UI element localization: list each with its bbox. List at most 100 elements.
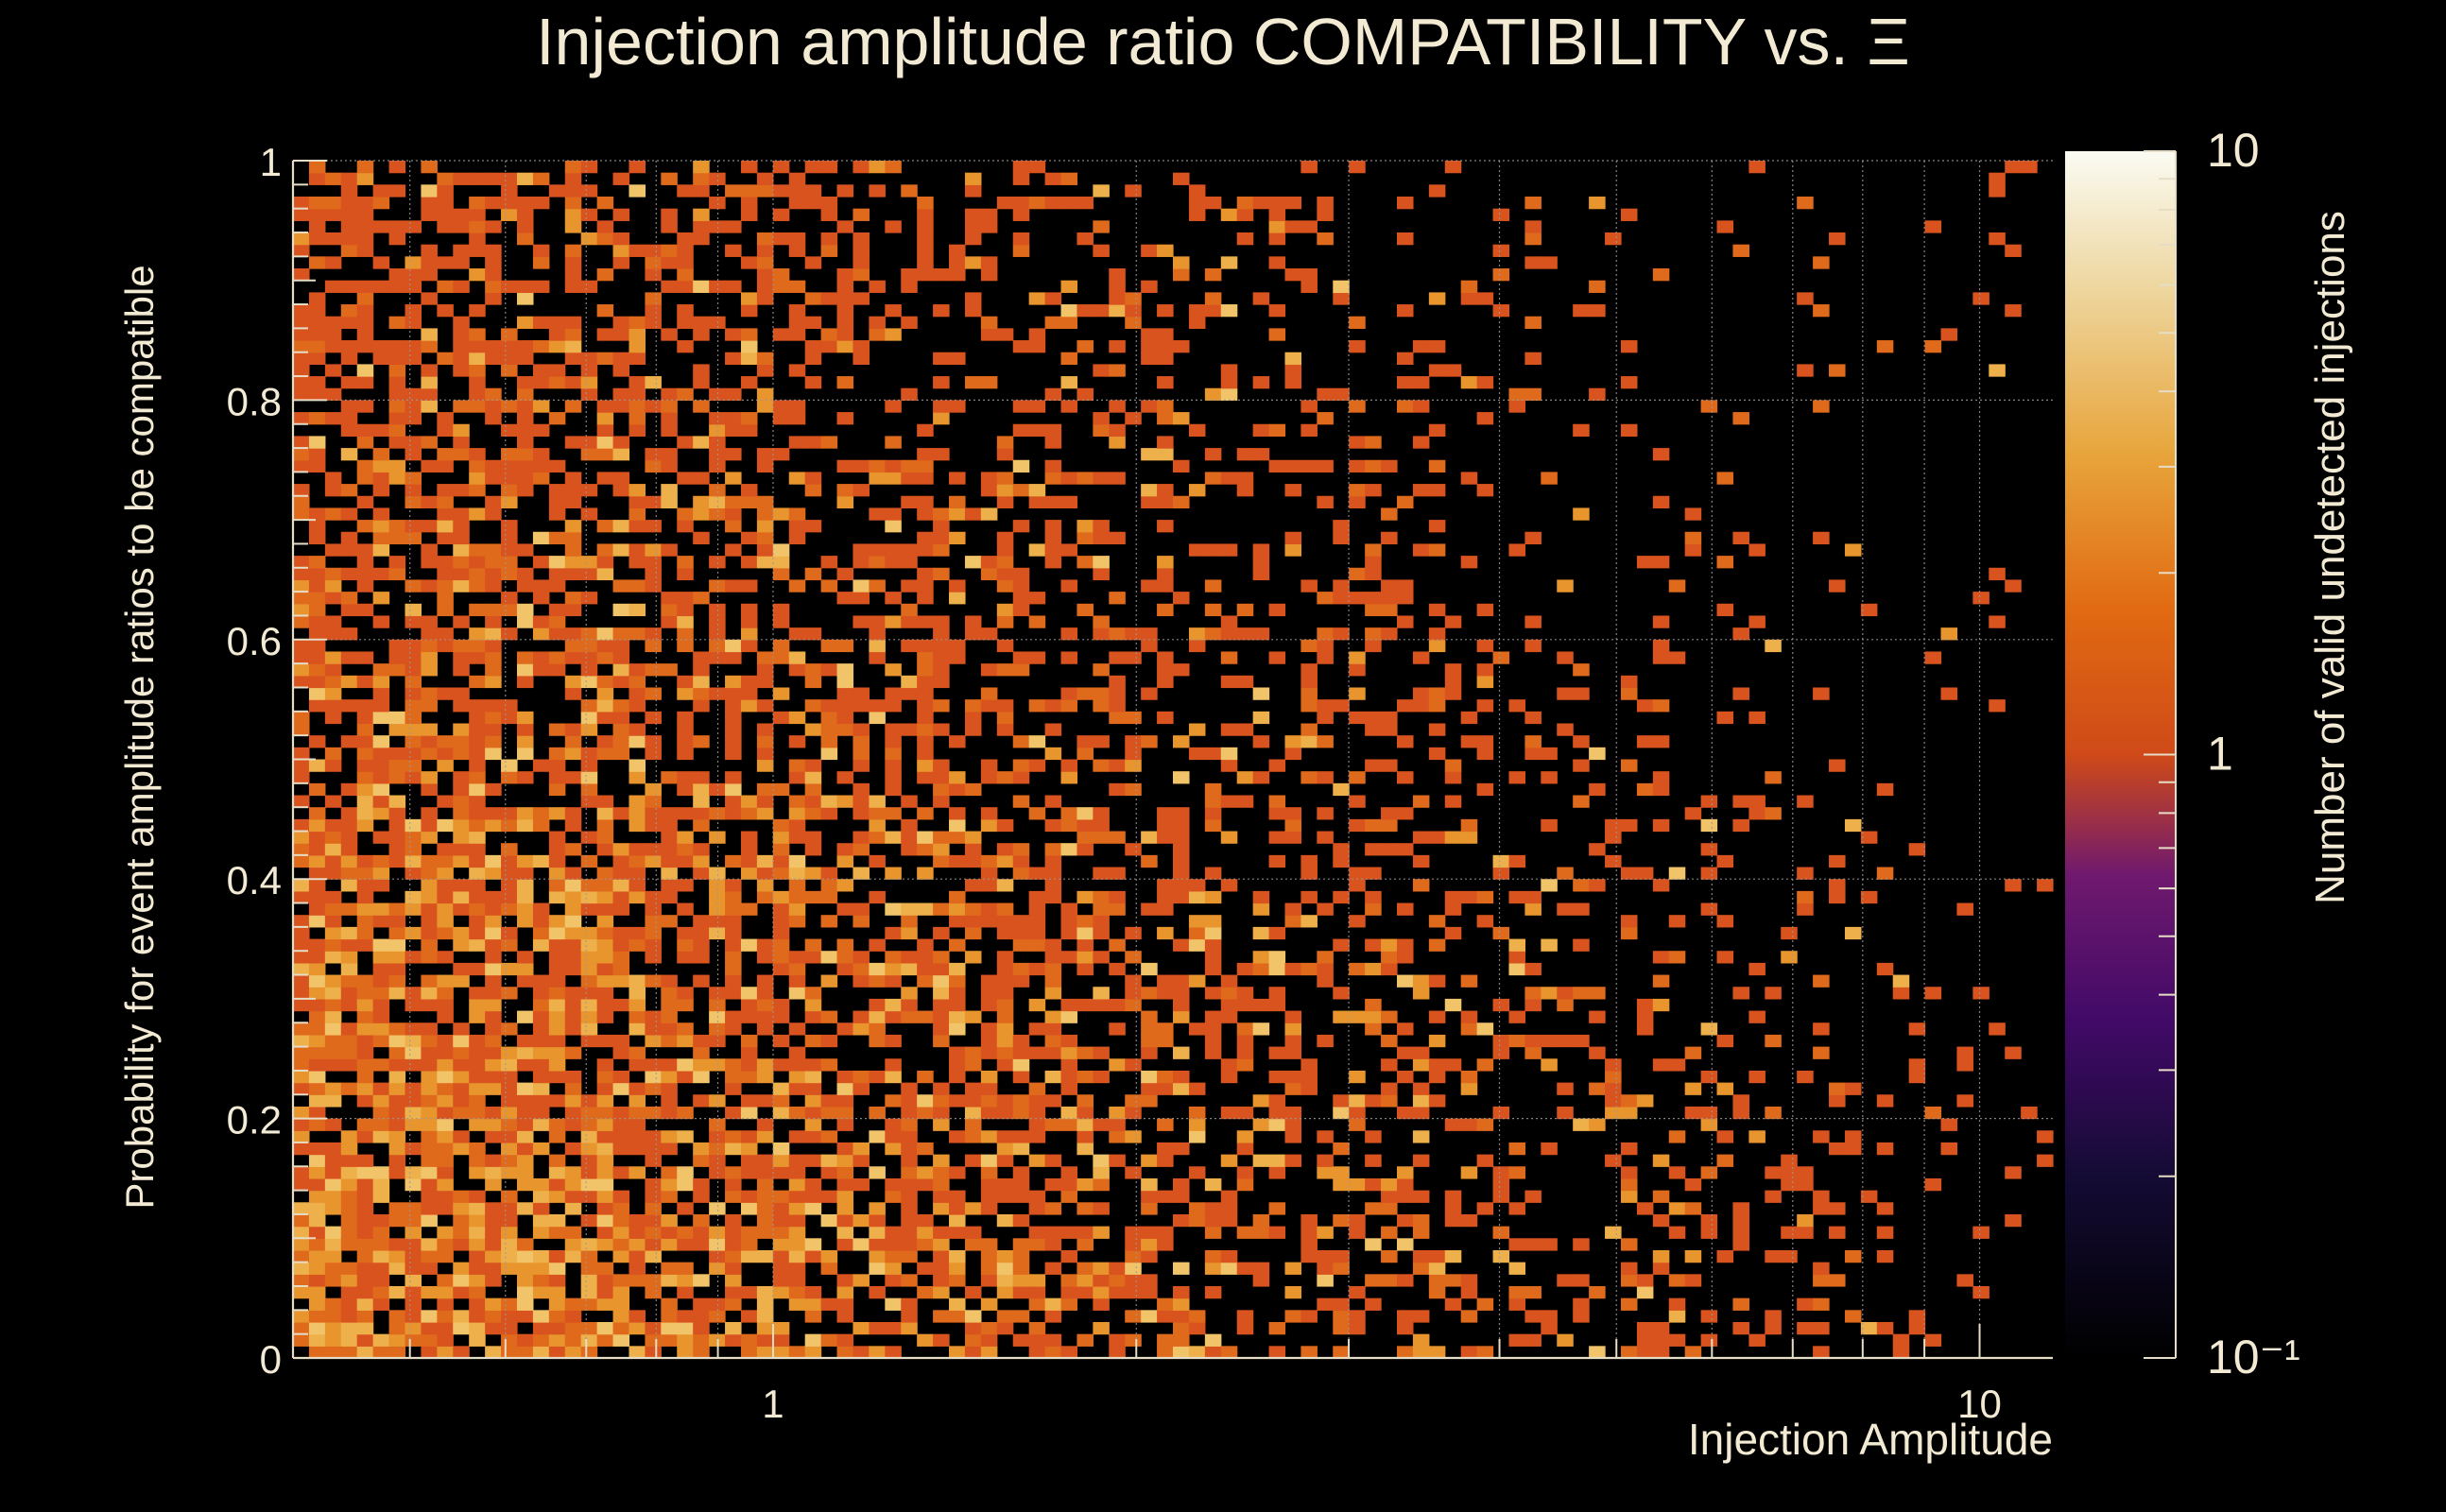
- heatmap-cell: [885, 867, 902, 880]
- heatmap-cell: [1860, 1190, 1878, 1203]
- heatmap-cell: [1349, 1310, 1366, 1323]
- heatmap-cell: [485, 998, 502, 1012]
- heatmap-cell: [1460, 831, 1478, 844]
- heatmap-cell: [485, 507, 502, 521]
- heatmap-cell: [1141, 687, 1158, 700]
- heatmap-cell: [1476, 699, 1494, 713]
- heatmap-cell: [1141, 1177, 1158, 1192]
- heatmap-cell: [340, 1154, 358, 1167]
- heatmap-cell: [901, 556, 918, 569]
- heatmap-cell: [949, 639, 966, 653]
- heatmap-cell: [1044, 1070, 1062, 1084]
- heatmap-cell: [308, 1142, 326, 1156]
- heatmap-cell: [564, 771, 582, 784]
- heatmap-cell: [1876, 867, 1894, 880]
- heatmap-cell: [1732, 1213, 1749, 1228]
- heatmap-cell: [964, 1130, 982, 1143]
- heatmap-cell: [1668, 951, 1686, 964]
- heatmap-cell: [548, 603, 566, 617]
- heatmap-cell: [564, 1238, 582, 1251]
- heatmap-cell: [853, 1010, 870, 1023]
- heatmap-cell: [1396, 771, 1414, 784]
- heatmap-cell: [516, 220, 534, 233]
- heatmap-cell: [324, 938, 342, 952]
- heatmap-cell: [788, 184, 806, 198]
- heatmap-cell: [1589, 782, 1606, 797]
- heatmap-cell: [516, 675, 534, 689]
- heatmap-cell: [1220, 1058, 1238, 1072]
- heatmap-cell: [548, 1034, 566, 1048]
- heatmap-cell: [740, 352, 758, 365]
- heatmap-cell: [725, 962, 742, 976]
- heatmap-cell: [804, 376, 822, 389]
- heatmap-cell: [1797, 1177, 1814, 1192]
- heatmap-cell: [1508, 699, 1525, 713]
- heatmap-cell: [1012, 962, 1030, 976]
- heatmap-cell: [788, 890, 806, 904]
- heatmap-cell: [1381, 938, 1398, 952]
- heatmap-cell: [756, 172, 774, 185]
- heatmap-cell: [1524, 220, 1542, 233]
- heatmap-cell: [516, 1130, 534, 1143]
- heatmap-cell: [421, 1202, 438, 1215]
- heatmap-cell: [516, 1106, 534, 1120]
- heatmap-cell: [1781, 1166, 1798, 1179]
- heatmap-cell: [885, 400, 902, 413]
- heatmap-cell: [885, 759, 902, 772]
- heatmap-cell: [1109, 1058, 1126, 1072]
- heatmap-cell: [756, 256, 774, 269]
- heatmap-cell: [1573, 1238, 1590, 1251]
- heatmap-cell: [996, 723, 1014, 736]
- heatmap-cell: [324, 1022, 342, 1036]
- heatmap-cell: [1268, 1046, 1286, 1059]
- heatmap-cell: [421, 831, 438, 844]
- heatmap-cell: [1012, 1238, 1030, 1251]
- heatmap-cell: [372, 507, 390, 521]
- heatmap-cell: [1444, 771, 1462, 784]
- heatmap-cell: [1716, 854, 1734, 868]
- heatmap-cell: [1077, 843, 1094, 856]
- heatmap-cell: [1349, 818, 1366, 833]
- heatmap-cell: [853, 974, 870, 988]
- heatmap-cell: [820, 1058, 838, 1072]
- heatmap-cell: [437, 1297, 454, 1311]
- heatmap-cell: [1125, 711, 1142, 725]
- heatmap-cell: [1349, 1094, 1366, 1108]
- heatmap-cell: [388, 1262, 406, 1275]
- heatmap-cell: [804, 340, 822, 353]
- heatmap-cell: [293, 723, 310, 736]
- heatmap-cell: [1573, 1297, 1590, 1311]
- heatmap-cell: [405, 520, 422, 533]
- heatmap-cell: [293, 1118, 310, 1131]
- heatmap-cell: [949, 1213, 966, 1228]
- heatmap-cell: [293, 987, 310, 1000]
- heatmap-cell: [324, 1010, 342, 1023]
- heatmap-cell: [372, 782, 390, 797]
- heatmap-cell: [564, 723, 582, 736]
- heatmap-cell: [853, 208, 870, 221]
- heatmap-cell: [421, 639, 438, 653]
- heatmap-cell: [645, 567, 662, 581]
- heatmap-cell: [964, 615, 982, 628]
- heatmap-cell: [709, 1262, 726, 1275]
- heatmap-cell: [532, 938, 550, 952]
- heatmap-cell: [340, 1142, 358, 1156]
- heatmap-cell: [1716, 951, 1734, 964]
- heatmap-cell: [1044, 1010, 1062, 1023]
- heatmap-cell: [612, 639, 630, 653]
- heatmap-cell: [693, 495, 710, 509]
- heatmap-cell: [820, 1262, 838, 1275]
- heatmap-cell: [980, 867, 998, 880]
- heatmap-cell: [645, 376, 662, 389]
- heatmap-cell: [1284, 376, 1302, 389]
- heatmap-cell: [693, 592, 710, 605]
- heatmap-cell: [1781, 951, 1798, 964]
- heatmap-cell: [372, 1285, 390, 1299]
- heatmap-cell: [725, 184, 742, 198]
- heatmap-cell: [1396, 1070, 1414, 1084]
- heatmap-cell: [740, 831, 758, 844]
- heatmap-cell: [564, 998, 582, 1012]
- heatmap-cell: [405, 1034, 422, 1048]
- heatmap-cell: [1125, 316, 1142, 329]
- heatmap-cell: [340, 603, 358, 617]
